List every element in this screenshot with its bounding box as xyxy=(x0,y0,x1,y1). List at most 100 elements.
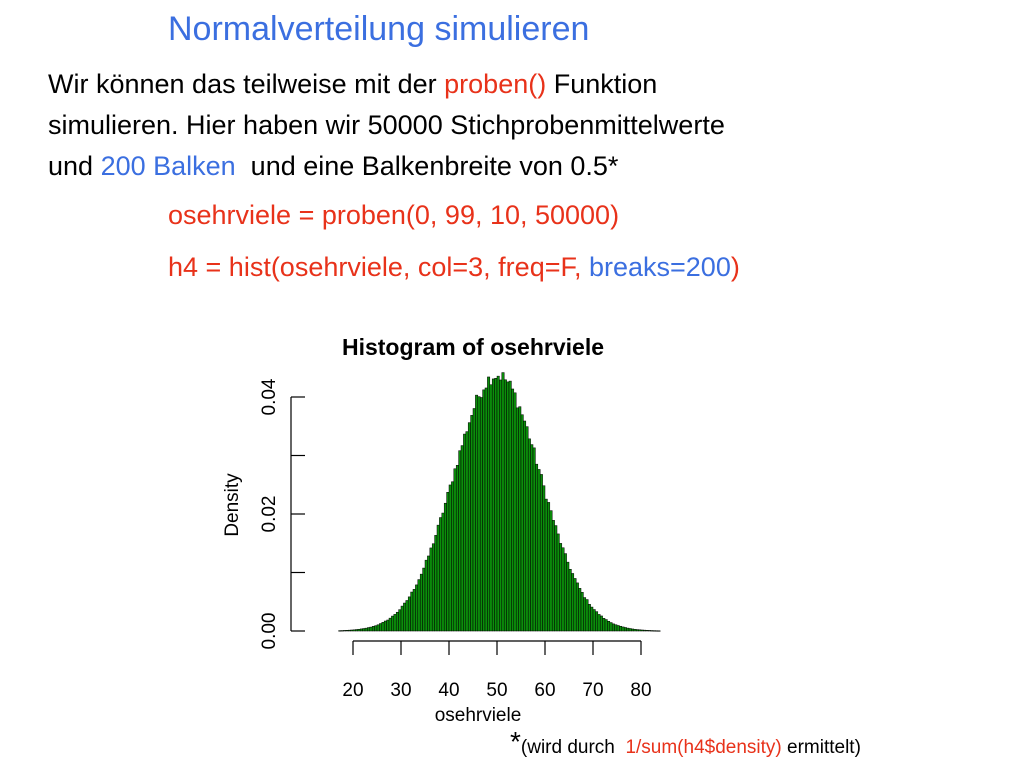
histogram-bar xyxy=(465,431,469,632)
histogram-bar xyxy=(590,606,594,632)
para-line-1-end: Funktion xyxy=(546,69,658,99)
histogram-bar xyxy=(436,524,440,632)
histogram-bar xyxy=(482,389,486,632)
histogram-bar xyxy=(585,599,589,632)
histogram-bar xyxy=(631,628,635,632)
x-axis-label: osehrviele xyxy=(435,705,522,726)
histogram-bar xyxy=(568,569,572,632)
histogram-bar xyxy=(628,628,632,632)
x-tick-label: 60 xyxy=(534,680,555,701)
histogram-bar xyxy=(395,611,399,632)
histogram-bar xyxy=(343,630,347,632)
histogram-bar xyxy=(362,628,366,632)
histogram-bar xyxy=(640,629,644,632)
histogram-bar xyxy=(554,525,558,632)
histogram-bar xyxy=(427,555,431,632)
histogram-bar xyxy=(561,547,565,632)
histogram-bar xyxy=(458,450,462,632)
histogram-bar xyxy=(374,625,378,632)
chart-axes: 20 30 40 50 60 70 80 0.00 0.02 0.04 xyxy=(259,378,652,701)
histogram-bar xyxy=(364,627,368,632)
histogram-bar xyxy=(417,579,421,632)
y-tick-label: 0.00 xyxy=(259,613,280,650)
balken-highlight: 200 Balken xyxy=(100,151,236,181)
histogram-bar xyxy=(535,463,539,632)
histogram-bar xyxy=(597,614,601,632)
histogram-bar xyxy=(352,629,356,632)
histogram-bar xyxy=(556,533,560,632)
histogram-bar xyxy=(652,630,656,632)
code-line-proben: osehrviele = proben(0, 99, 10, 50000) xyxy=(168,200,620,230)
histogram-bar xyxy=(412,589,416,632)
histogram-bar xyxy=(441,512,445,632)
histogram-bar xyxy=(376,624,380,632)
histogram-bar xyxy=(470,415,474,632)
histogram-bar xyxy=(559,543,563,632)
histogram-bar xyxy=(563,553,567,632)
histogram-bar xyxy=(357,628,361,632)
histogram-bar xyxy=(431,543,435,632)
para-line-3-end: und eine Balkenbreite von 0.5* xyxy=(235,151,619,181)
histogram-bar xyxy=(619,625,623,632)
histogram-bar xyxy=(643,629,647,632)
histogram-bar xyxy=(340,630,344,632)
histogram-bar xyxy=(448,484,452,632)
histogram-bar xyxy=(614,624,618,632)
histogram-bar xyxy=(645,630,649,632)
histogram-bar xyxy=(388,617,392,632)
histogram-bar xyxy=(455,465,459,632)
histogram-bar xyxy=(475,394,479,632)
histogram-bar xyxy=(405,600,409,632)
histogram-bar xyxy=(499,379,503,632)
histogram-bar xyxy=(419,573,423,632)
histogram-bar xyxy=(472,408,476,632)
histogram-bar xyxy=(477,396,481,632)
y-tick-label: 0.02 xyxy=(259,496,280,533)
histogram-bar xyxy=(496,375,500,632)
histogram-bar xyxy=(403,602,407,632)
histogram-bar xyxy=(547,502,551,632)
histogram-bar xyxy=(506,381,510,632)
histogram-bar xyxy=(415,584,419,632)
histogram-bar xyxy=(623,627,627,632)
histogram-bar xyxy=(599,615,603,632)
histogram-bar xyxy=(592,609,596,632)
x-tick-label: 50 xyxy=(486,680,507,701)
histogram-bar xyxy=(523,420,527,632)
para-line-3: und 200 Balken und eine Balkenbreite von… xyxy=(48,146,725,187)
histogram-bar xyxy=(508,380,512,632)
histogram-bar xyxy=(655,630,659,632)
code-line-hist-end: ) xyxy=(730,252,740,282)
histogram-bar xyxy=(551,520,555,632)
histogram-bar xyxy=(638,629,642,632)
histogram-bar xyxy=(460,445,464,632)
histogram-bar xyxy=(489,384,493,632)
histogram-bar xyxy=(571,573,575,632)
histogram-bar xyxy=(583,597,587,632)
y-tick-label: 0.04 xyxy=(259,378,280,415)
para-line-1-text: Wir können das teilweise mit der xyxy=(48,69,445,99)
histogram-bar xyxy=(525,426,529,632)
x-tick-label: 80 xyxy=(630,680,651,701)
histogram-bar xyxy=(434,535,438,632)
histogram-bar xyxy=(580,592,584,632)
histogram-bar xyxy=(520,414,524,632)
histogram-bars xyxy=(338,372,661,632)
histogram-bar xyxy=(446,492,450,632)
histogram-bar xyxy=(609,622,613,632)
histogram-bar xyxy=(386,619,390,632)
histogram-bar xyxy=(479,397,483,632)
histogram-bar xyxy=(647,630,651,632)
histogram-bar xyxy=(527,438,531,632)
histogram-bar xyxy=(429,547,433,632)
histogram-bar xyxy=(501,372,505,632)
histogram-bar xyxy=(635,629,639,632)
histogram-bar xyxy=(369,626,373,632)
histogram-bar xyxy=(650,630,654,632)
x-tick-label: 70 xyxy=(582,680,603,701)
code-line-hist-text: h4 = hist(osehrviele, col=3, freq=F, xyxy=(168,252,589,282)
para-line-2: simulieren. Hier haben wir 50000 Stichpr… xyxy=(48,110,725,140)
breaks-highlight: breaks=200 xyxy=(588,252,731,282)
histogram-bar xyxy=(626,627,630,632)
histogram-bar xyxy=(544,498,548,632)
